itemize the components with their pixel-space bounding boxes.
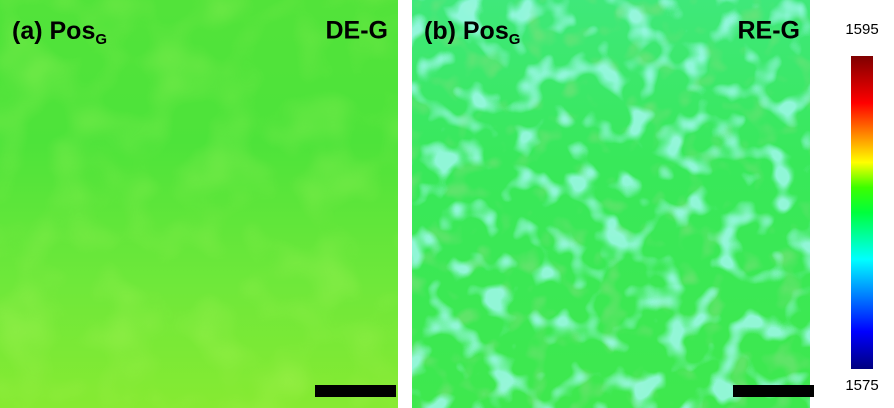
colorbar-max: 1595 <box>845 21 878 38</box>
panel-a: (a) PosG DE-G <box>0 0 398 408</box>
figure: (a) PosG DE-G (b) PosG RE-G 1595 1575 <box>0 0 894 408</box>
colorbar-gradient <box>851 56 873 369</box>
panel-label: (a) PosG <box>12 17 107 48</box>
panel-tag: RE-G <box>738 17 801 45</box>
label-text: (b) Pos <box>424 17 509 45</box>
colorbar-min: 1575 <box>845 377 878 394</box>
label-subscript: G <box>509 31 521 48</box>
map-texture <box>0 0 398 408</box>
scale-bar <box>733 385 814 397</box>
scale-bar <box>315 385 396 397</box>
map-texture <box>412 0 810 408</box>
label-subscript: G <box>95 31 107 48</box>
panel-b: (b) PosG RE-G <box>412 0 814 408</box>
panel-tag: DE-G <box>326 17 389 45</box>
colorbar: 1595 1575 <box>845 21 878 394</box>
panel-label: (b) PosG <box>424 17 520 48</box>
label-text: (a) Pos <box>12 17 95 45</box>
